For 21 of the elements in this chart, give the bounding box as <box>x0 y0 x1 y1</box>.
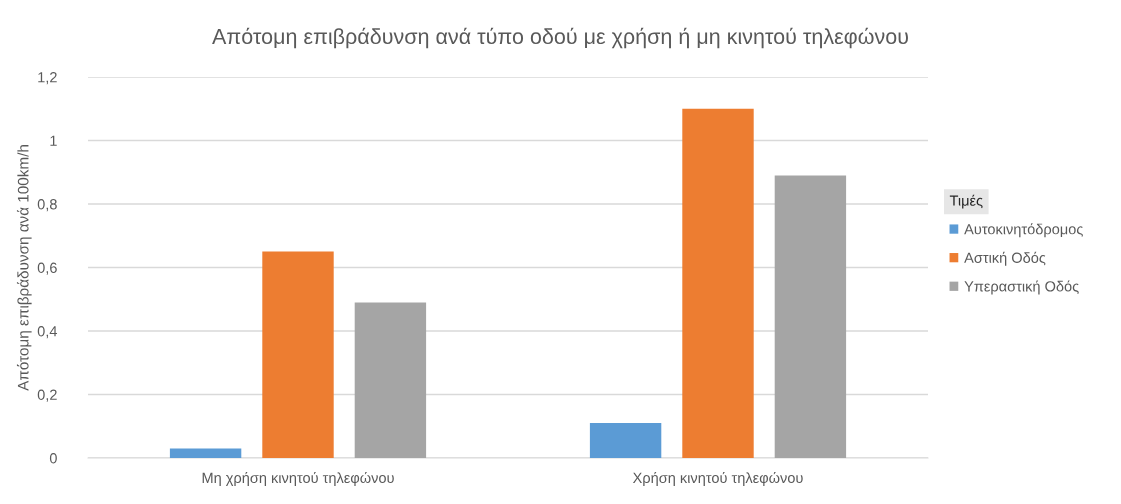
bar <box>589 423 662 458</box>
y-tick-label: 0,2 <box>37 389 57 402</box>
legend-label: Υπεραστική Οδός <box>964 280 1079 295</box>
y-tick-label: 0,4 <box>37 326 58 339</box>
chart-title: Απότομη επιβράδυνση ανά τύπο οδού με χρήση ή μη κινητού τηλεφώνου <box>212 27 908 49</box>
x-tick-label: Χρήση κινητού τηλεφώνου <box>632 471 803 486</box>
bar <box>354 302 427 458</box>
bar <box>774 175 847 458</box>
legend-label: Αυτοκινητόδρομος <box>964 223 1083 238</box>
legend-title: Τιμές <box>949 194 983 209</box>
bar <box>262 251 334 458</box>
y-tick-label: 0,6 <box>37 262 57 275</box>
legend-label: Αστική Οδός <box>964 251 1046 266</box>
y-tick-label: 0,8 <box>37 199 57 212</box>
y-tick-label: 1,2 <box>38 72 57 85</box>
y-tick-label: 1 <box>50 135 57 146</box>
bar <box>682 108 754 458</box>
y-tick-label: 0 <box>49 453 57 464</box>
x-tick-label: Μη χρήση κινητού τηλεφώνου <box>202 471 394 486</box>
y-axis-title: Απότομη επιβράδυνση ανά 100km/h <box>16 145 32 391</box>
bar <box>169 448 242 458</box>
